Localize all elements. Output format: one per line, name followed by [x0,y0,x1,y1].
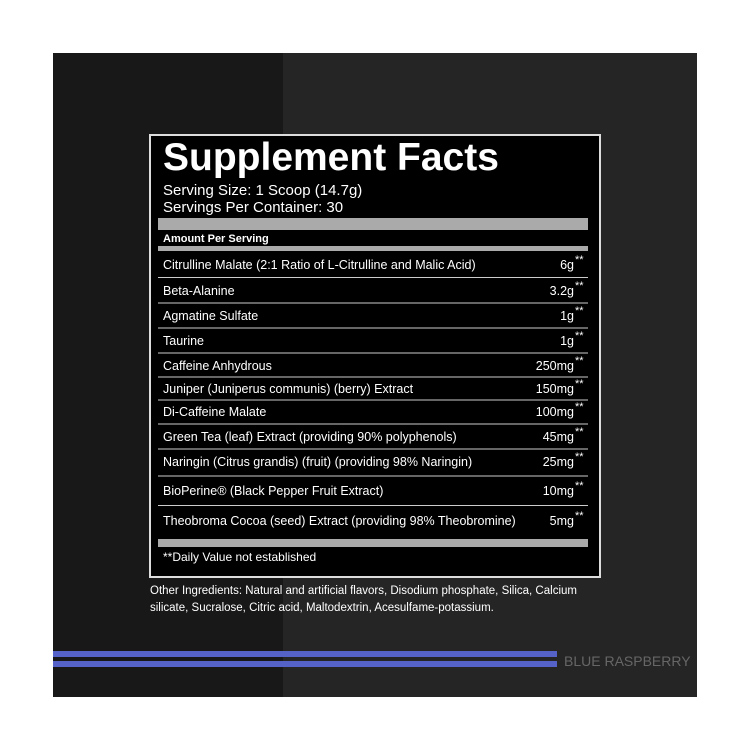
ingredient-mark: ** [575,401,584,413]
rule [158,246,588,251]
ingredient-name: BioPerine® (Black Pepper Fruit Extract) [163,484,383,498]
ingredient-amount: 3.2g [550,284,574,298]
ingredient-mark: ** [575,426,584,438]
serving-size: Serving Size: 1 Scoop (14.7g) [163,182,362,199]
title: Supplement Facts [163,136,499,179]
ingredient-amount: 25mg [543,455,574,469]
flavor: BLUE RASPBERRY [564,653,691,669]
row-rule [158,327,588,329]
ingredient-amount: 250mg [536,359,574,373]
stripe [53,661,557,667]
ingredient-name: Caffeine Anhydrous [163,359,272,373]
ingredient-name: Citrulline Malate (2:1 Ratio of L-Citrul… [163,258,476,272]
ingredient-name: Green Tea (leaf) Extract (providing 90% … [163,430,457,444]
ingredient-amount: 10mg [543,484,574,498]
ingredient-amount: 45mg [543,430,574,444]
row-rule [158,475,588,477]
thick-rule [158,539,588,547]
ingredient-name: Di-Caffeine Malate [163,405,266,419]
footnote: **Daily Value not established [163,550,316,564]
ingredient-mark: ** [575,510,584,522]
stripe [53,651,557,657]
row-rule [158,505,588,506]
ingredient-mark: ** [575,254,584,266]
ingredient-amount: 1g [560,309,574,323]
ingredient-mark: ** [575,330,584,342]
facts-box [149,134,601,578]
row-rule [158,399,588,401]
row-rule [158,376,588,378]
ingredient-amount: 150mg [536,382,574,396]
ingredient-mark: ** [575,378,584,390]
row-rule [158,423,588,425]
amount-header: Amount Per Serving [163,233,269,245]
other-ingredients: silicate, Sucralose, Citric acid, Maltod… [150,602,494,614]
ingredient-name: Theobroma Cocoa (seed) Extract (providin… [163,514,516,528]
row-rule [158,352,588,354]
ingredient-amount: 1g [560,334,574,348]
row-rule [158,277,588,278]
ingredient-amount: 6g [560,258,574,272]
ingredient-name: Agmatine Sulfate [163,309,258,323]
ingredient-name: Naringin (Citrus grandis) (fruit) (provi… [163,455,472,469]
ingredient-name: Juniper (Juniperus communis) (berry) Ext… [163,382,414,396]
thick-rule [158,218,588,230]
ingredient-mark: ** [575,480,584,492]
other-ingredients: Other Ingredients: Natural and artificia… [150,585,577,597]
ingredient-mark: ** [575,280,584,292]
ingredient-name: Beta-Alanine [163,284,235,298]
ingredient-amount: 100mg [536,405,574,419]
ingredient-mark: ** [575,305,584,317]
ingredient-name: Taurine [163,334,204,348]
ingredient-mark: ** [575,355,584,367]
servings-per-container: Servings Per Container: 30 [163,199,343,216]
ingredient-amount: 5mg [550,514,574,528]
row-rule [158,302,588,304]
ingredient-mark: ** [575,451,584,463]
row-rule [158,448,588,450]
